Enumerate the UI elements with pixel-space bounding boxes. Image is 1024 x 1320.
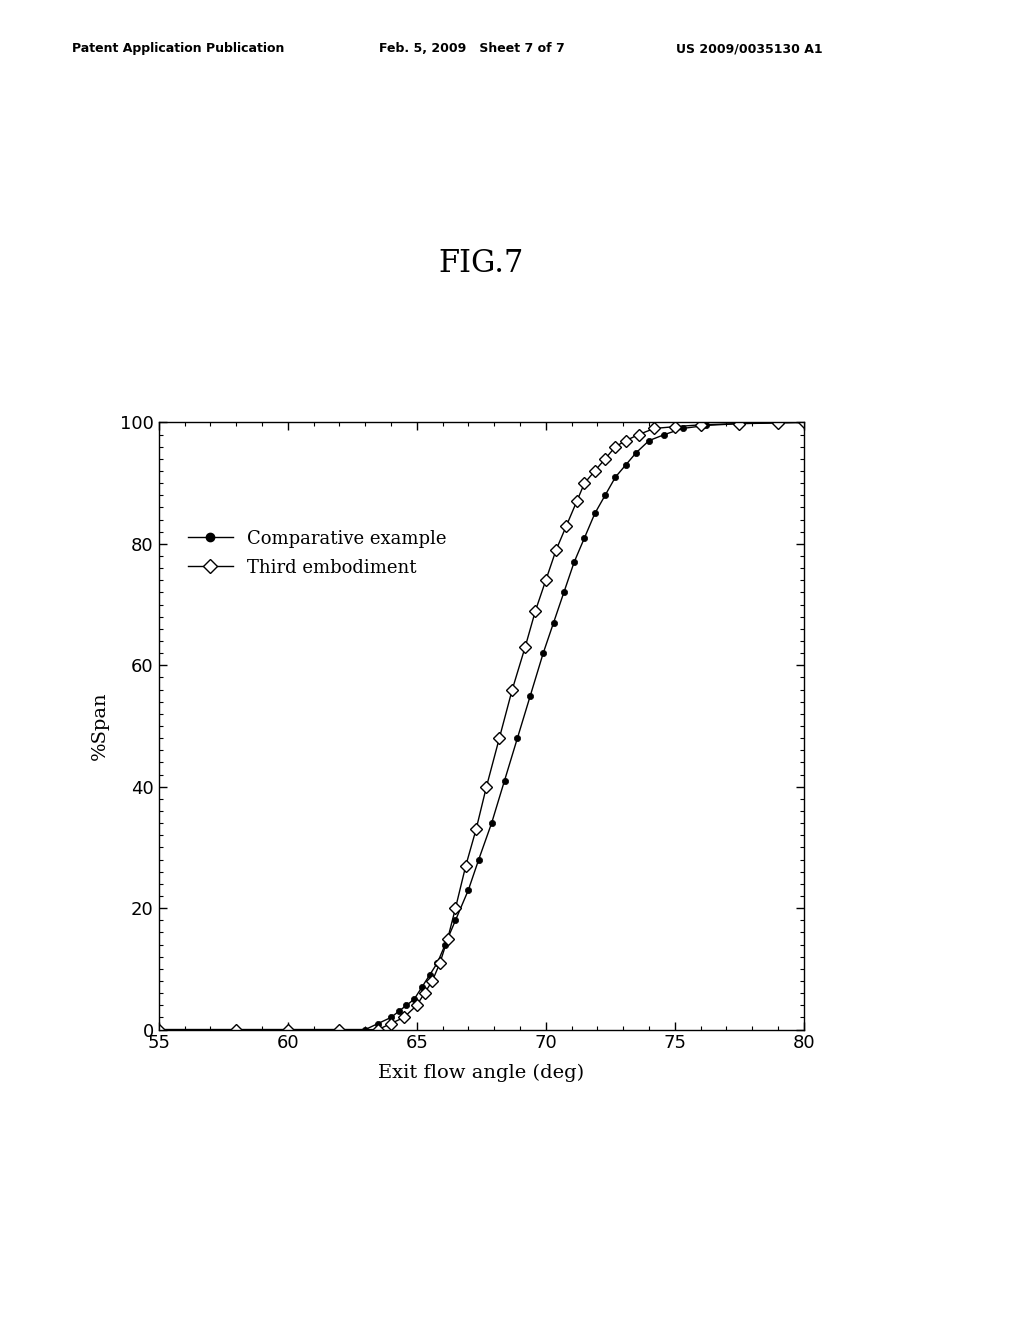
Third embodiment (540, 573, 552, 589)
Third embodiment (419, 985, 431, 1001)
Third embodiment (669, 418, 681, 434)
Comparative example (282, 1022, 294, 1038)
Comparative example (153, 1022, 165, 1038)
Third embodiment (153, 1022, 165, 1038)
Third embodiment (772, 414, 784, 430)
Third embodiment (385, 1015, 397, 1031)
Comparative example (424, 968, 436, 983)
Comparative example (609, 469, 622, 484)
Third embodiment (529, 603, 542, 619)
Third embodiment (426, 973, 438, 989)
Third embodiment (648, 421, 660, 437)
Third embodiment (589, 463, 601, 479)
Third embodiment (460, 858, 472, 874)
Third embodiment (506, 681, 518, 697)
Third embodiment (560, 517, 572, 533)
Comparative example (524, 688, 537, 704)
Text: Feb. 5, 2009   Sheet 7 of 7: Feb. 5, 2009 Sheet 7 of 7 (379, 42, 564, 55)
Comparative example (548, 615, 560, 631)
X-axis label: Exit flow angle (deg): Exit flow angle (deg) (378, 1064, 585, 1082)
Third embodiment (230, 1022, 243, 1038)
Comparative example (772, 414, 784, 430)
Comparative example (620, 457, 632, 473)
Third embodiment (397, 1010, 410, 1026)
Comparative example (599, 487, 611, 503)
Third embodiment (733, 416, 745, 432)
Third embodiment (620, 433, 632, 449)
Third embodiment (550, 543, 562, 558)
Comparative example (677, 421, 689, 437)
Comparative example (359, 1022, 372, 1038)
Comparative example (333, 1022, 345, 1038)
Comparative example (568, 554, 581, 570)
Comparative example (643, 433, 655, 449)
Text: FIG.7: FIG.7 (438, 248, 524, 280)
Third embodiment (333, 1022, 345, 1038)
Comparative example (733, 416, 745, 432)
Third embodiment (372, 1022, 384, 1038)
Comparative example (408, 991, 420, 1007)
Comparative example (462, 882, 474, 898)
Comparative example (658, 426, 671, 442)
Third embodiment (282, 1022, 294, 1038)
Third embodiment (450, 900, 462, 916)
Comparative example (537, 645, 549, 661)
Third embodiment (694, 417, 707, 433)
Third embodiment (434, 954, 446, 970)
Comparative example (392, 1003, 404, 1019)
Text: Patent Application Publication: Patent Application Publication (72, 42, 284, 55)
Comparative example (450, 912, 462, 928)
Y-axis label: %Span: %Span (91, 692, 109, 760)
Comparative example (372, 1015, 384, 1031)
Comparative example (385, 1010, 397, 1026)
Line: Third embodiment: Third embodiment (155, 418, 808, 1034)
Third embodiment (494, 730, 506, 746)
Comparative example (579, 529, 591, 545)
Comparative example (499, 772, 511, 788)
Comparative example (630, 445, 642, 461)
Third embodiment (798, 414, 810, 430)
Third embodiment (599, 451, 611, 467)
Comparative example (699, 417, 712, 433)
Third embodiment (609, 438, 622, 454)
Third embodiment (480, 779, 493, 795)
Third embodiment (470, 821, 482, 837)
Comparative example (558, 585, 570, 601)
Legend: Comparative example, Third embodiment: Comparative example, Third embodiment (180, 523, 455, 583)
Comparative example (230, 1022, 243, 1038)
Text: US 2009/0035130 A1: US 2009/0035130 A1 (676, 42, 822, 55)
Comparative example (589, 506, 601, 521)
Comparative example (511, 730, 523, 746)
Third embodiment (579, 475, 591, 491)
Comparative example (798, 414, 810, 430)
Comparative example (439, 937, 452, 953)
Third embodiment (570, 494, 583, 510)
Third embodiment (411, 998, 423, 1014)
Comparative example (431, 954, 443, 970)
Third embodiment (441, 931, 454, 946)
Line: Comparative example: Comparative example (156, 420, 807, 1032)
Third embodiment (633, 426, 645, 442)
Comparative example (485, 816, 498, 832)
Comparative example (416, 979, 428, 995)
Comparative example (400, 998, 413, 1014)
Third embodiment (519, 639, 531, 655)
Comparative example (472, 851, 484, 867)
